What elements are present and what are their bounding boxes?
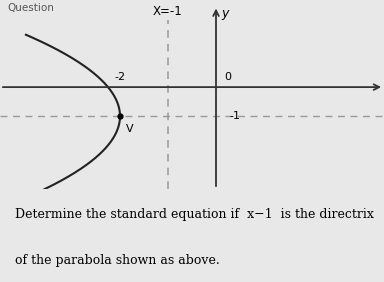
Text: -2: -2 (114, 72, 126, 82)
Text: of the parabola shown as above.: of the parabola shown as above. (15, 254, 220, 267)
Text: 0: 0 (225, 72, 232, 82)
Text: X=-1: X=-1 (153, 5, 183, 18)
Text: Determine the standard equation if  x−1  is the directrix: Determine the standard equation if x−1 i… (15, 208, 374, 221)
Text: V: V (126, 124, 133, 134)
Text: Question: Question (8, 3, 55, 13)
Text: y: y (221, 7, 228, 20)
Text: -1: -1 (229, 111, 240, 121)
